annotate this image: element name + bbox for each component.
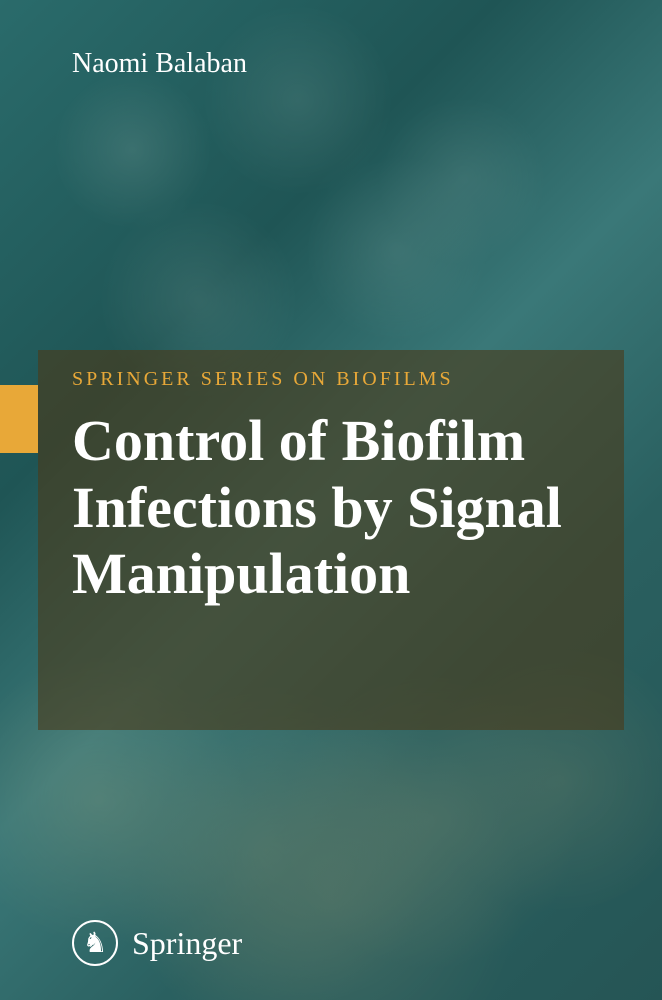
author-name: Naomi Balaban (72, 48, 247, 80)
publisher-name: Springer (132, 925, 242, 962)
horse-glyph: ♞ (82, 926, 107, 960)
book-cover: Naomi Balaban SPRINGER SERIES ON BIOFILM… (0, 0, 662, 1000)
accent-tab (0, 385, 38, 453)
series-label: SPRINGER SERIES ON BIOFILMS (72, 368, 454, 391)
book-title: Control of Biofilm Infections by Signal … (72, 408, 622, 608)
publisher-block: ♞ Springer (72, 920, 242, 966)
springer-horse-icon: ♞ (72, 920, 118, 966)
